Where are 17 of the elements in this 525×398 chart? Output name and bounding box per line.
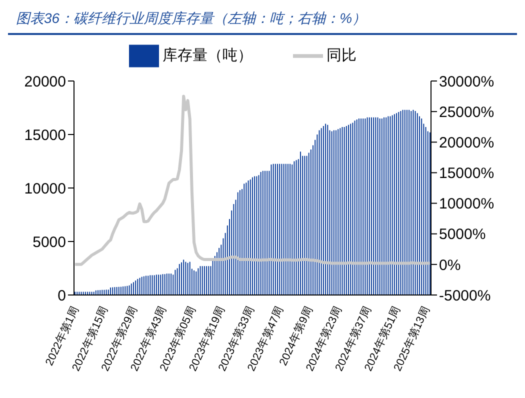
- legend-label: 库存量（吨）: [162, 46, 252, 64]
- y-tick-label: 15000: [24, 126, 66, 144]
- y2-tick-label: 15000%: [439, 165, 494, 182]
- y2-tick-label: 0%: [439, 256, 461, 274]
- y2-tick-label: 25000%: [439, 104, 494, 121]
- y2-tick-label: -5000%: [439, 287, 491, 304]
- y-tick-label: 5000: [32, 234, 66, 251]
- y-tick-label: 20000: [24, 73, 66, 90]
- y2-tick-label: 30000%: [439, 73, 494, 90]
- y2-tick-label: 20000%: [439, 134, 494, 152]
- y-tick-label: 0: [58, 287, 66, 304]
- y2-tick-label: 10000%: [439, 196, 494, 213]
- line-series: [74, 94, 432, 266]
- y-tick-label: 10000: [24, 180, 66, 198]
- chart-title: 图表36：碳纤维行业周度库存量（左轴：吨；右轴：%）: [8, 8, 517, 35]
- legend-label: 同比: [326, 46, 356, 64]
- y2-tick-label: 5000%: [439, 226, 486, 244]
